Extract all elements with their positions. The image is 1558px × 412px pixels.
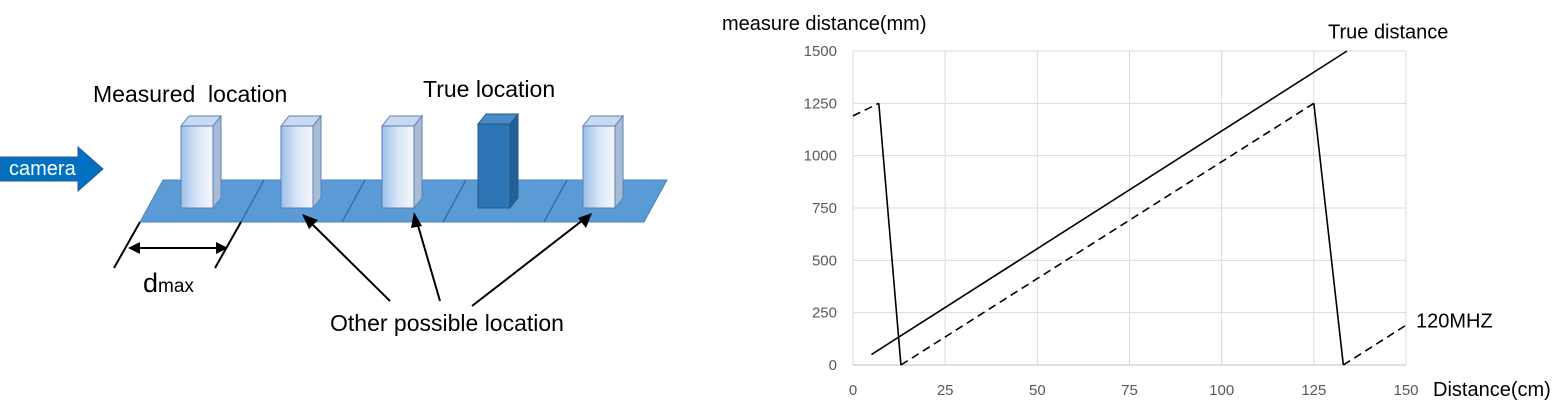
chart: measure distance(mm) Distance(cm) 0 25 50 7…	[722, 13, 1551, 401]
chart-series	[852, 50, 1407, 366]
series-line-2	[878, 103, 902, 366]
series-line-5	[1313, 103, 1345, 366]
y-tick-label: 750	[812, 200, 837, 217]
chart-annotation-1: True distance	[1328, 21, 1448, 43]
dmax-subscript: max	[158, 276, 194, 297]
camera-label: camera	[9, 158, 77, 180]
y-tick-label: 1000	[804, 148, 837, 165]
block-true	[476, 112, 520, 210]
block-measured	[179, 114, 223, 210]
y-tick-label: 250	[812, 305, 837, 322]
dmax-label: dmax	[143, 268, 194, 298]
chart-grid	[852, 50, 1407, 366]
y-axis-label: measure distance(mm)	[722, 13, 927, 35]
dmax-dimension	[113, 221, 242, 269]
chart-annotation-2: 120MHZ	[1416, 310, 1493, 332]
series-line-6	[1342, 324, 1407, 366]
other-location-label: Other possible location	[330, 310, 564, 336]
true-location-label: True location	[423, 76, 555, 102]
dmax-main: d	[143, 268, 158, 298]
camera-arrow: camera	[0, 145, 104, 193]
block-other-1	[279, 114, 323, 210]
x-tick-label: 100	[1209, 382, 1234, 399]
series-line-4	[900, 102, 1315, 366]
y-tick-label: 500	[812, 252, 837, 269]
location-diagram: camera	[0, 76, 668, 336]
measured-location-label: Measured location	[93, 81, 287, 107]
y-tick-label: 0	[829, 357, 837, 374]
x-tick-label: 150	[1393, 382, 1418, 399]
block-other-3	[581, 114, 625, 210]
series-line-3	[852, 102, 880, 117]
x-tick-label: 75	[1121, 382, 1138, 399]
x-tick-label: 25	[937, 382, 954, 399]
chart-annotations: True distance 120MHZ	[1328, 21, 1493, 332]
block-other-2	[380, 114, 424, 210]
series-line-1	[871, 50, 1348, 356]
x-tick-label: 50	[1029, 382, 1046, 399]
pointer-arrows	[302, 212, 592, 307]
y-tick-label: 1250	[804, 95, 837, 112]
x-tick-label: 125	[1301, 382, 1326, 399]
x-tick-label: 0	[849, 382, 857, 399]
y-tick-label: 1500	[804, 43, 837, 60]
x-axis-label: Distance(cm)	[1433, 379, 1551, 401]
